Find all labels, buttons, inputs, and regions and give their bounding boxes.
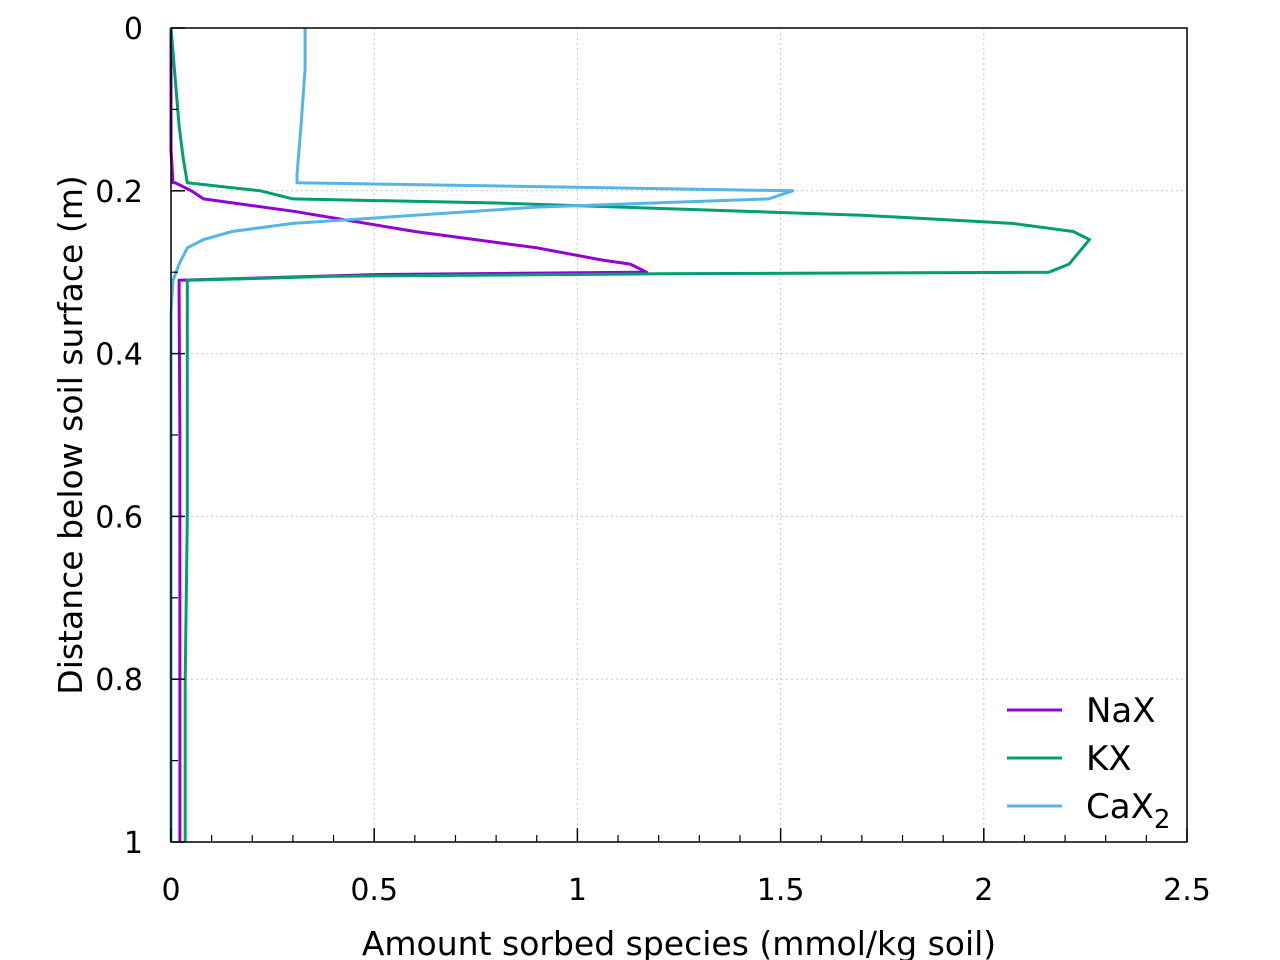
plot-frame: [170, 27, 1188, 843]
y-tick-label: 0: [124, 12, 143, 47]
axis-ticks: 0 0.5 1 1.5 2 2.5 0 0.2 0.4 0.6 0.8 1: [95, 12, 1211, 908]
y-tick-label: 1: [124, 826, 143, 861]
legend: NaX KX CaX2: [1007, 691, 1170, 835]
x-axis-title: Amount sorbed species (mmol/kg soil): [362, 924, 996, 960]
x-tick-label: 1.5: [757, 873, 805, 908]
y-axis-title: Distance below soil surface (m): [51, 175, 90, 694]
legend-label-cax2-subscript: 2: [1154, 805, 1171, 835]
y-tick-label: 0.8: [95, 663, 143, 698]
legend-label-nax: NaX: [1086, 691, 1156, 731]
legend-label-kx: KX: [1086, 739, 1132, 779]
x-tick-label: 0.5: [350, 873, 398, 908]
x-tick-label: 1: [568, 873, 587, 908]
legend-label-cax2-main: CaX: [1086, 787, 1154, 827]
x-tick-label: 2: [974, 873, 993, 908]
x-tick-label: 2.5: [1163, 873, 1211, 908]
series-lines: [169, 27, 1091, 842]
y-tick-label: 0.6: [95, 500, 143, 535]
series-line-nax: [169, 28, 648, 842]
series-line-kx: [169, 27, 1091, 842]
y-tick-label: 0.2: [95, 175, 143, 210]
legend-label-cax2: CaX2: [1086, 787, 1170, 835]
series-line-cax2: [169, 28, 795, 842]
grid-lines: [171, 28, 1187, 842]
x-tick-label: 0: [161, 873, 180, 908]
y-tick-label: 0.4: [95, 338, 143, 373]
